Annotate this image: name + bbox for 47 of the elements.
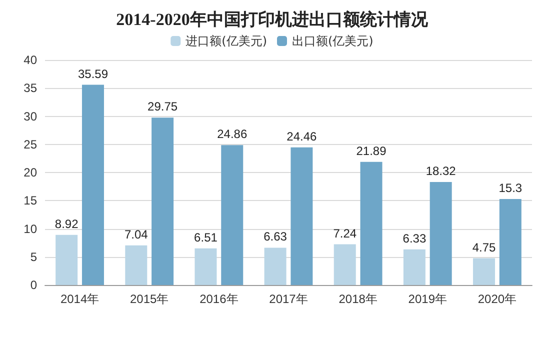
data-label: 7.04	[124, 227, 148, 242]
data-label: 18.32	[426, 164, 456, 178]
y-tick-label: 25	[24, 137, 38, 152]
x-tick-label: 2017年	[269, 292, 308, 306]
data-label: 8.92	[54, 216, 79, 231]
bar	[499, 198, 522, 285]
data-label: 21.89	[356, 144, 387, 158]
data-label: 6.51	[194, 230, 218, 244]
data-label: 35.59	[78, 66, 108, 81]
y-tick-label: 5	[30, 250, 38, 264]
data-label: 15.3	[498, 180, 522, 195]
bar	[430, 182, 452, 285]
bar	[334, 244, 356, 285]
bar	[264, 248, 286, 285]
y-tick-label: 40	[24, 53, 38, 67]
x-tick-label: 2019年	[408, 292, 447, 306]
x-tick-label: 2020年	[478, 292, 517, 306]
bar	[221, 145, 244, 285]
bar	[82, 84, 104, 285]
bar	[403, 249, 426, 285]
data-label: 29.75	[148, 100, 178, 114]
data-label: 24.86	[217, 127, 248, 142]
bar	[473, 258, 496, 285]
y-tick-label: 30	[24, 109, 38, 124]
y-tick-label: 10	[24, 222, 38, 236]
y-tick-label: 35	[24, 81, 38, 96]
bar	[290, 147, 313, 285]
bar	[125, 245, 148, 285]
bar	[56, 234, 78, 285]
x-tick-label: 2015年	[130, 292, 169, 306]
y-tick-label: 20	[24, 166, 38, 180]
legend-label: 出口额(亿美元)	[292, 34, 374, 48]
y-tick-label: 15	[24, 194, 38, 208]
x-tick-label: 2018年	[338, 292, 378, 306]
y-tick-label: 0	[30, 278, 38, 292]
data-label: 24.46	[286, 129, 318, 144]
bar	[360, 162, 382, 285]
data-label: 7.24	[333, 226, 357, 240]
legend-label: 进口额(亿美元)	[186, 34, 268, 48]
data-label: 4.75	[472, 240, 496, 254]
chart-title: 2014-2020年中国打印机进出口额统计情况	[116, 10, 429, 29]
x-tick-label: 2016年	[200, 292, 238, 306]
data-label: 6.33	[402, 231, 426, 246]
bar	[152, 118, 174, 285]
bar	[194, 248, 217, 285]
data-label: 6.63	[264, 230, 288, 244]
x-tick-label: 2014年	[60, 292, 100, 306]
